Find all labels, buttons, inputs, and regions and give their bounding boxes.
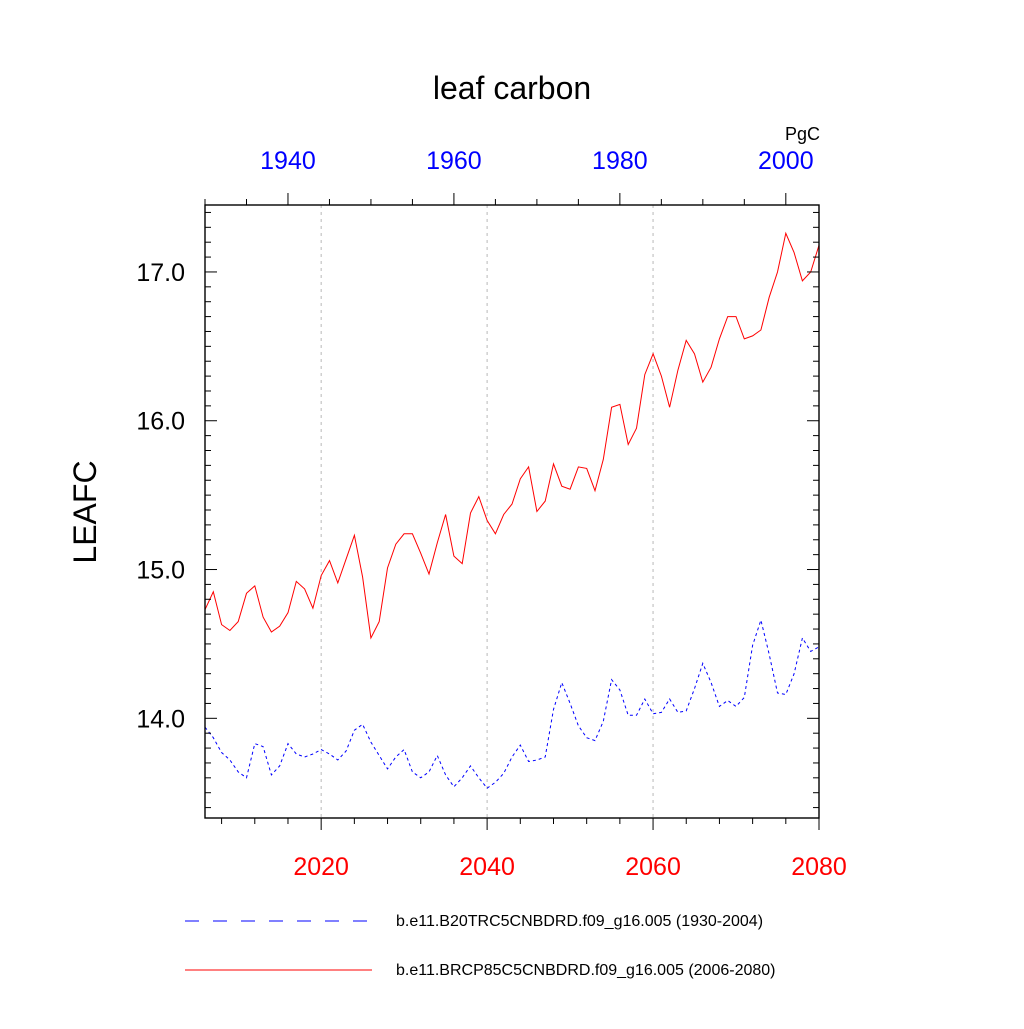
bottom-tick-label: 2060 (625, 853, 681, 881)
bottom-tick-label: 2040 (459, 853, 515, 881)
top-tick-label: 1940 (260, 147, 316, 175)
plot-frame (204, 204, 820, 819)
y-tick-label: 16.0 (136, 408, 185, 436)
bottom-tick-label: 2080 (791, 853, 847, 881)
legend: b.e11.B20TRC5CNBDRD.f09_g16.005 (1930-20… (185, 913, 775, 979)
chart-title: leaf carbon (433, 70, 591, 106)
y-axis-label: LEAFC (67, 460, 103, 563)
units-label: PgC (785, 124, 820, 144)
bottom-tick-label: 2020 (293, 853, 349, 881)
legend-label-rcp85: b.e11.BRCP85C5CNBDRD.f09_g16.005 (2006-2… (396, 962, 775, 979)
y-tick-label: 14.0 (136, 705, 185, 733)
axes: 14.0 15.0 16.0 17.0 2020 2040 2060 2080 1940 1960… (136, 147, 846, 881)
legend-label-historical: b.e11.B20TRC5CNBDRD.f09_g16.005 (1930-20… (396, 913, 763, 930)
series-lines (204, 231, 820, 789)
series-line-rcp85 (204, 231, 820, 640)
y-tick-label: 15.0 (136, 557, 185, 585)
series-line-historical (204, 618, 820, 789)
y-tick-label: 17.0 (136, 259, 185, 287)
top-tick-label: 2000 (758, 147, 814, 175)
top-tick-label: 1960 (426, 147, 482, 175)
top-tick-label: 1980 (592, 147, 648, 175)
